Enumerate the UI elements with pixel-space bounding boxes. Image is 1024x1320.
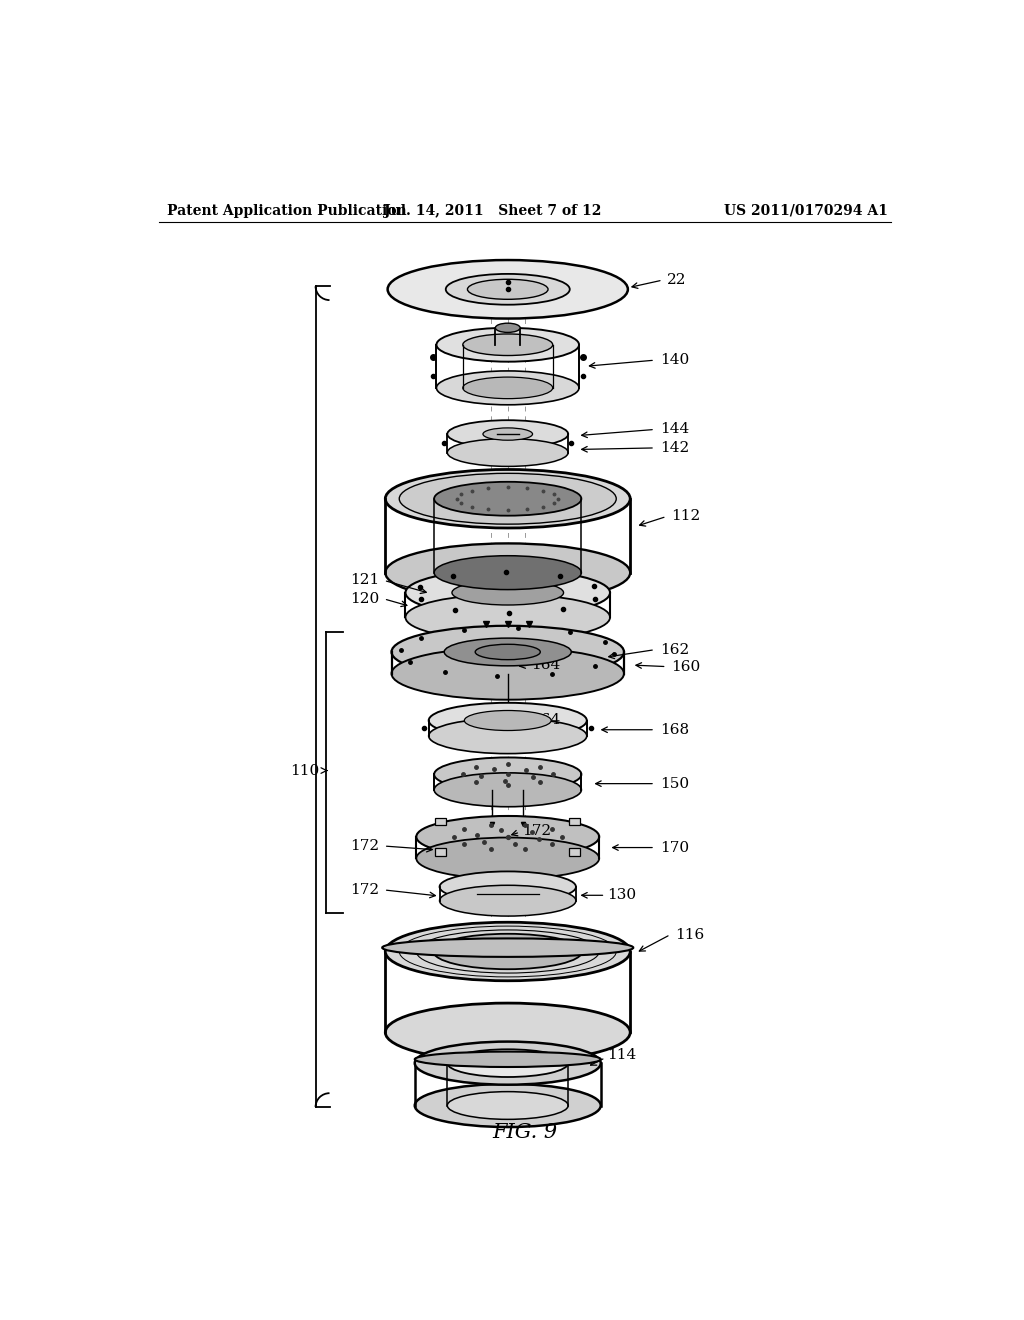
- Text: 130: 130: [607, 888, 636, 903]
- Ellipse shape: [447, 438, 568, 466]
- Ellipse shape: [406, 594, 610, 640]
- Text: 144: 144: [659, 422, 689, 437]
- Ellipse shape: [452, 581, 563, 605]
- Ellipse shape: [496, 323, 520, 333]
- Text: 121: 121: [350, 573, 379, 587]
- Ellipse shape: [434, 556, 582, 590]
- Ellipse shape: [447, 420, 568, 447]
- Text: 164: 164: [531, 659, 560, 672]
- Bar: [435, 849, 446, 855]
- Ellipse shape: [429, 718, 587, 754]
- Ellipse shape: [385, 470, 630, 528]
- Text: 142: 142: [659, 441, 689, 455]
- Ellipse shape: [406, 570, 610, 615]
- Ellipse shape: [445, 275, 569, 305]
- Ellipse shape: [447, 1092, 568, 1119]
- Ellipse shape: [434, 482, 582, 516]
- Ellipse shape: [434, 774, 582, 807]
- Ellipse shape: [391, 626, 624, 678]
- Text: FIG. 9: FIG. 9: [493, 1123, 557, 1142]
- Text: 172: 172: [350, 883, 379, 896]
- Text: 120: 120: [350, 591, 379, 606]
- Ellipse shape: [463, 378, 553, 399]
- Ellipse shape: [483, 428, 532, 441]
- Ellipse shape: [464, 710, 551, 730]
- Text: 114: 114: [607, 1048, 636, 1063]
- Ellipse shape: [391, 647, 624, 700]
- Ellipse shape: [439, 871, 575, 903]
- Ellipse shape: [463, 334, 553, 355]
- Text: 140: 140: [659, 354, 689, 367]
- Ellipse shape: [385, 544, 630, 602]
- Bar: [569, 817, 580, 825]
- Text: 160: 160: [672, 660, 700, 673]
- Text: 172: 172: [350, 840, 379, 853]
- Text: 168: 168: [659, 723, 689, 737]
- Text: Patent Application Publication: Patent Application Publication: [167, 203, 407, 218]
- Ellipse shape: [385, 923, 630, 981]
- Text: 172: 172: [521, 824, 551, 838]
- Ellipse shape: [382, 939, 633, 957]
- Ellipse shape: [385, 1003, 630, 1061]
- Ellipse shape: [434, 758, 582, 791]
- Ellipse shape: [415, 1084, 601, 1127]
- Text: 162: 162: [659, 643, 689, 656]
- Text: 116: 116: [675, 928, 705, 941]
- Ellipse shape: [429, 702, 587, 738]
- Ellipse shape: [417, 838, 599, 879]
- Ellipse shape: [447, 1049, 568, 1077]
- Ellipse shape: [417, 816, 599, 858]
- Ellipse shape: [439, 886, 575, 916]
- Text: 22: 22: [668, 273, 687, 286]
- Bar: [569, 849, 580, 855]
- Text: Jul. 14, 2011   Sheet 7 of 12: Jul. 14, 2011 Sheet 7 of 12: [384, 203, 601, 218]
- Ellipse shape: [415, 1052, 601, 1067]
- Ellipse shape: [475, 644, 541, 660]
- Text: US 2011/0170294 A1: US 2011/0170294 A1: [724, 203, 888, 218]
- Ellipse shape: [399, 474, 616, 524]
- Text: 110: 110: [290, 763, 319, 777]
- Text: 170: 170: [659, 841, 689, 854]
- Ellipse shape: [436, 371, 579, 405]
- Ellipse shape: [436, 327, 579, 362]
- Ellipse shape: [444, 638, 571, 665]
- Text: 112: 112: [672, 510, 700, 524]
- Text: 150: 150: [659, 776, 689, 791]
- Bar: [435, 817, 446, 825]
- Text: 164: 164: [531, 714, 560, 727]
- Ellipse shape: [433, 933, 583, 969]
- Ellipse shape: [467, 280, 548, 300]
- Ellipse shape: [415, 1041, 601, 1085]
- Ellipse shape: [388, 260, 628, 318]
